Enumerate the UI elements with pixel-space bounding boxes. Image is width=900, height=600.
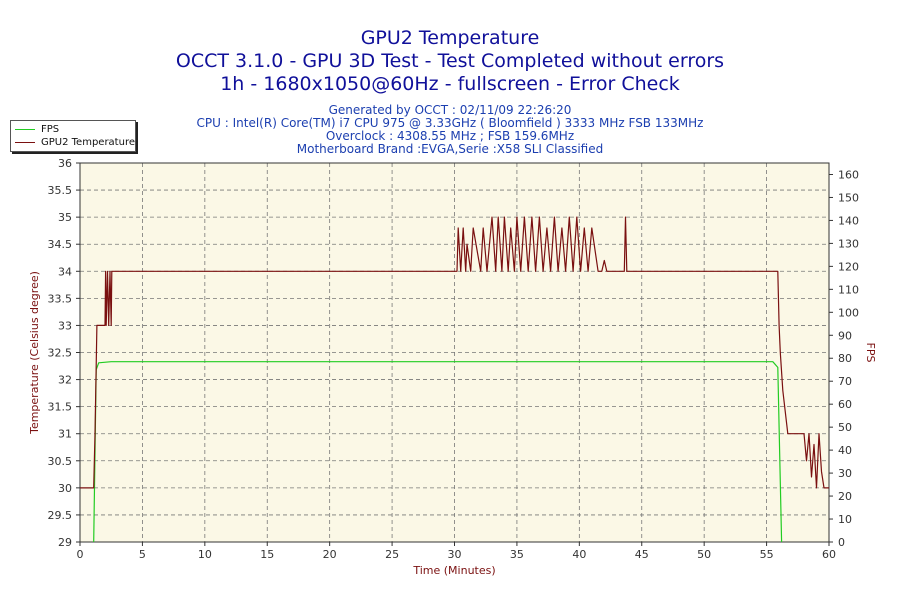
y2-tick-label: 0 bbox=[838, 536, 845, 549]
y2-tick-label: 90 bbox=[838, 329, 852, 342]
chart-subtitle-mode: 1h - 1680x1050@60Hz - fullscreen - Error… bbox=[220, 73, 680, 95]
chart-title: GPU2 Temperature bbox=[360, 27, 540, 49]
legend-item-fps: FPS bbox=[15, 123, 59, 136]
info-cpu: CPU : Intel(R) Core(TM) i7 CPU 975 @ 3.3… bbox=[196, 116, 704, 130]
y-tick-label: 31 bbox=[58, 428, 72, 441]
temperature-series-line bbox=[80, 216, 829, 489]
y-tick-label: 32.5 bbox=[48, 347, 73, 360]
y2-tick-label: 130 bbox=[838, 237, 859, 250]
y-tick-label: 33 bbox=[58, 319, 72, 332]
legend-swatch-temp bbox=[15, 141, 35, 143]
x-tick-label: 10 bbox=[198, 548, 212, 561]
chart-subtitle-test: OCCT 3.1.0 - GPU 3D Test - Test Complete… bbox=[175, 50, 725, 72]
info-motherboard: Motherboard Brand :EVGA,Serie :X58 SLI C… bbox=[296, 142, 604, 156]
x-tick-label: 30 bbox=[448, 548, 462, 561]
y2-tick-label: 20 bbox=[838, 490, 852, 503]
y2-tick-label: 110 bbox=[838, 283, 859, 296]
info-generated: Generated by OCCT : 02/11/09 22:26:20 bbox=[328, 103, 572, 117]
legend-swatch-fps bbox=[15, 128, 35, 130]
y-tick-label: 34.5 bbox=[48, 238, 73, 251]
x-tick-label: 25 bbox=[385, 548, 399, 561]
legend-label-fps: FPS bbox=[41, 124, 60, 135]
y2-axis-label: FPS bbox=[864, 343, 877, 363]
y2-tick-label: 30 bbox=[838, 467, 852, 480]
y-tick-label: 29.5 bbox=[48, 509, 73, 522]
x-axis-label: Time (Minutes) bbox=[412, 564, 495, 577]
x-tick-label: 45 bbox=[635, 548, 649, 561]
y2-tick-label: 160 bbox=[838, 168, 859, 181]
x-tick-label: 20 bbox=[323, 548, 337, 561]
y-tick-label: 33.5 bbox=[48, 292, 73, 305]
info-overclock: Overclock : 4308.55 MHz ; FSB 159.6MHz bbox=[325, 129, 575, 143]
y2-tick-label: 70 bbox=[838, 375, 852, 388]
y2-tick-label: 140 bbox=[838, 214, 859, 227]
y2-tick-label: 60 bbox=[838, 398, 852, 411]
y2-tick-label: 10 bbox=[838, 513, 852, 526]
legend-label-temp: GPU2 Temperature bbox=[41, 137, 135, 148]
y-tick-label: 30 bbox=[58, 482, 72, 495]
x-tick-label: 60 bbox=[822, 548, 836, 561]
legend-item-temp: GPU2 Temperature bbox=[15, 136, 135, 149]
y2-tick-label: 40 bbox=[838, 444, 852, 457]
x-tick-label: 35 bbox=[510, 548, 524, 561]
x-tick-label: 0 bbox=[77, 548, 84, 561]
y-tick-label: 34 bbox=[58, 265, 72, 278]
y2-tick-label: 80 bbox=[838, 352, 852, 365]
y-tick-label: 31.5 bbox=[48, 401, 73, 414]
chart-legend: FPS GPU2 Temperature bbox=[10, 120, 136, 152]
x-tick-label: 55 bbox=[760, 548, 774, 561]
y2-tick-label: 120 bbox=[838, 260, 859, 273]
y-tick-label: 35.5 bbox=[48, 184, 73, 197]
x-tick-label: 50 bbox=[697, 548, 711, 561]
x-tick-label: 5 bbox=[139, 548, 146, 561]
fps-series-line bbox=[93, 361, 783, 543]
y-tick-label: 29 bbox=[58, 536, 72, 549]
x-tick-label: 15 bbox=[260, 548, 274, 561]
y-tick-label: 36 bbox=[58, 157, 72, 170]
x-tick-label: 40 bbox=[572, 548, 586, 561]
y-axis-label: Temperature (Celsius degree) bbox=[28, 271, 41, 435]
y2-tick-label: 100 bbox=[838, 306, 859, 319]
y-tick-label: 30.5 bbox=[48, 455, 73, 468]
y-tick-label: 32 bbox=[58, 374, 72, 387]
y2-tick-label: 150 bbox=[838, 191, 859, 204]
y-tick-label: 35 bbox=[58, 211, 72, 224]
y2-tick-label: 50 bbox=[838, 421, 852, 434]
